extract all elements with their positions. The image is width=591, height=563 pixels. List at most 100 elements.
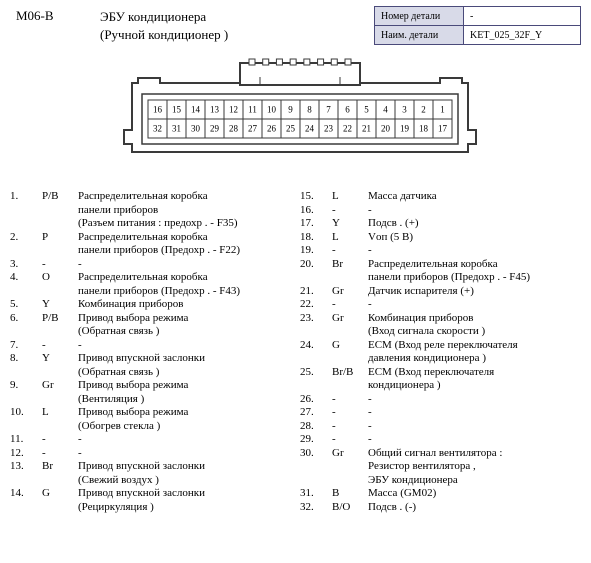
pin-desc: - xyxy=(78,433,290,447)
pin-wire: Br xyxy=(332,258,368,272)
pin-desc-cont: (Обогрев стекла ) xyxy=(10,420,290,434)
pin-wire: Gr xyxy=(332,312,368,326)
svg-text:3: 3 xyxy=(402,105,407,115)
pin-row: 14.GПривод впускной заслонки xyxy=(10,487,290,501)
pin-desc: ECM (Вход переключателя xyxy=(368,366,580,380)
pin-desc: Масса датчика xyxy=(368,190,580,204)
pin-number: 29. xyxy=(300,433,332,447)
pinout-col-left: 1.P/BРаспределительная коробкапанели при… xyxy=(10,190,290,514)
svg-text:11: 11 xyxy=(248,105,257,115)
svg-text:9: 9 xyxy=(288,105,293,115)
header-code: M06-B xyxy=(16,8,54,24)
pin-wire: - xyxy=(332,244,368,258)
pin-desc-cont: панели приборов (Предохр . - F22) xyxy=(10,244,290,258)
pin-wire: P xyxy=(42,231,78,245)
pin-row: 12.-- xyxy=(10,447,290,461)
pin-desc: - xyxy=(368,204,580,218)
pin-number: 18. xyxy=(300,231,332,245)
pin-wire: Gr xyxy=(42,379,78,393)
pin-desc: панели приборов (Предохр . - F43) xyxy=(78,285,290,299)
pin-row: 28.-- xyxy=(300,420,580,434)
pin-number: 6. xyxy=(10,312,42,326)
pin-wire: P/B xyxy=(42,190,78,204)
pin-wire: G xyxy=(332,339,368,353)
pin-wire: - xyxy=(332,204,368,218)
pin-desc: Масса (GM02) xyxy=(368,487,580,501)
pin-desc: (Обратная связь ) xyxy=(78,366,290,380)
svg-text:20: 20 xyxy=(381,124,391,134)
pin-desc: (Вентиляция ) xyxy=(78,393,290,407)
pin-desc: - xyxy=(78,447,290,461)
table-row: Наим. детали KET_025_32F_Y xyxy=(375,26,581,45)
pin-row: 23.GrКомбинация приборов xyxy=(300,312,580,326)
pinout-col-right: 15.LМасса датчика16.--17.YПодсв . (+)18.… xyxy=(300,190,580,514)
pin-number: 17. xyxy=(300,217,332,231)
svg-text:8: 8 xyxy=(307,105,312,115)
svg-text:7: 7 xyxy=(326,105,331,115)
pin-row: 6.P/BПривод выбора режима xyxy=(10,312,290,326)
pin-desc: ECM (Вход реле переключателя xyxy=(368,339,580,353)
svg-text:23: 23 xyxy=(324,124,334,134)
svg-text:31: 31 xyxy=(172,124,181,134)
pin-desc: (Разъем питания : предохр . - F35) xyxy=(78,217,290,231)
pin-desc: - xyxy=(368,406,580,420)
pin-number: 30. xyxy=(300,447,332,461)
pin-row: 4.OРаспределительная коробка xyxy=(10,271,290,285)
pin-number: 5. xyxy=(10,298,42,312)
pin-number: 9. xyxy=(10,379,42,393)
pin-desc-cont: (Свежий воздух ) xyxy=(10,474,290,488)
pin-number: 13. xyxy=(10,460,42,474)
pin-wire: Br xyxy=(42,460,78,474)
pin-desc: Датчик испарителя (+) xyxy=(368,285,580,299)
pin-desc: Привод выбора режима xyxy=(78,379,290,393)
svg-text:24: 24 xyxy=(305,124,315,134)
pin-row: 11.-- xyxy=(10,433,290,447)
svg-text:30: 30 xyxy=(191,124,201,134)
svg-text:19: 19 xyxy=(400,124,410,134)
pin-wire: L xyxy=(42,406,78,420)
svg-text:26: 26 xyxy=(267,124,277,134)
pin-desc: Vоп (5 В) xyxy=(368,231,580,245)
pin-number: 7. xyxy=(10,339,42,353)
pin-desc: давления кондиционера ) xyxy=(368,352,580,366)
connector-diagram: 1615141312111098765432132313029282726252… xyxy=(100,55,500,170)
pin-row: 3.-- xyxy=(10,258,290,272)
pin-row: 18.LVоп (5 В) xyxy=(300,231,580,245)
table-row: Номер детали - xyxy=(375,7,581,26)
pin-desc: (Вход сигнала скорости ) xyxy=(368,325,580,339)
pin-row: 7.-- xyxy=(10,339,290,353)
pin-desc: Распределительная коробка xyxy=(78,231,290,245)
svg-text:22: 22 xyxy=(343,124,352,134)
pin-number: 24. xyxy=(300,339,332,353)
svg-text:10: 10 xyxy=(267,105,277,115)
svg-text:18: 18 xyxy=(419,124,429,134)
pin-desc: (Обогрев стекла ) xyxy=(78,420,290,434)
pin-desc-cont: панели приборов (Предохр . - F45) xyxy=(300,271,580,285)
part-no-value: - xyxy=(464,7,581,26)
svg-text:1: 1 xyxy=(440,105,445,115)
pin-row: 29.-- xyxy=(300,433,580,447)
pin-row: 25.Br/BECM (Вход переключателя xyxy=(300,366,580,380)
pin-wire: Y xyxy=(42,298,78,312)
pin-desc: Подсв . (-) xyxy=(368,501,580,515)
pin-row: 26.-- xyxy=(300,393,580,407)
pin-desc: - xyxy=(368,393,580,407)
pin-row: 13.BrПривод впускной заслонки xyxy=(10,460,290,474)
pin-row: 32.B/OПодсв . (-) xyxy=(300,501,580,515)
header-title: ЭБУ кондиционера (Ручной кондиционер ) xyxy=(100,8,228,44)
pin-wire: - xyxy=(332,298,368,312)
pin-desc: - xyxy=(368,420,580,434)
pin-wire: - xyxy=(332,406,368,420)
pinout-columns: 1.P/BРаспределительная коробкапанели при… xyxy=(10,190,580,514)
pin-desc: - xyxy=(368,298,580,312)
pin-row: 10.LПривод выбора режима xyxy=(10,406,290,420)
pin-number: 11. xyxy=(10,433,42,447)
pin-desc: Привод впускной заслонки xyxy=(78,352,290,366)
pin-number: 12. xyxy=(10,447,42,461)
pin-desc: - xyxy=(78,339,290,353)
pin-desc-cont: (Вход сигнала скорости ) xyxy=(300,325,580,339)
pin-wire: L xyxy=(332,190,368,204)
pin-number: 19. xyxy=(300,244,332,258)
pin-number: 20. xyxy=(300,258,332,272)
pin-desc-cont: (Обратная связь ) xyxy=(10,366,290,380)
